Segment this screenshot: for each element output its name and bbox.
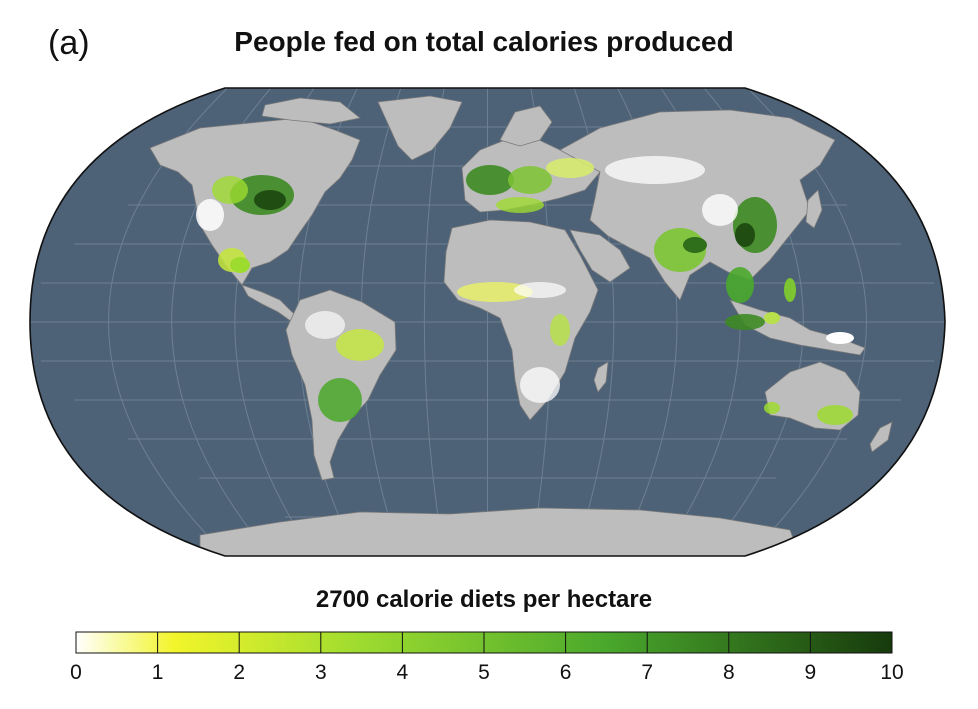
colorbar-tick-label: 4 <box>396 661 409 684</box>
arabia <box>569 229 631 283</box>
africa <box>443 219 599 421</box>
new-zealand <box>869 421 893 453</box>
colorbar-tick-label: 8 <box>722 661 735 684</box>
colorbar-tick-label: 2 <box>233 661 246 684</box>
colorbar-tick-label: 9 <box>804 661 817 684</box>
madagascar <box>593 361 609 393</box>
scandinavia <box>499 105 553 147</box>
legend-title: 2700 calorie diets per hectare <box>315 586 653 613</box>
colorbar-tick-label: 10 <box>880 661 904 684</box>
colorbar-tick-label: 5 <box>478 661 490 684</box>
globe-border <box>29 87 946 557</box>
cropland-overlay <box>196 156 854 425</box>
antarctica <box>199 507 801 556</box>
colorbar-ticks <box>157 632 811 653</box>
arctic-islands <box>261 97 361 125</box>
colorbar-tick-label: 3 <box>314 661 327 684</box>
panel-label: (a) <box>48 24 90 62</box>
map-title: People fed on total calories produced <box>234 26 734 57</box>
colorbar-tick-label: 7 <box>641 661 654 684</box>
japan <box>805 189 823 229</box>
colorbar-tick-label: 6 <box>559 661 572 684</box>
greenland <box>377 95 463 161</box>
colorbar-tick-label: 0 <box>70 661 82 684</box>
meridian-line <box>423 88 445 556</box>
colorbar-tick-label: 1 <box>151 661 164 684</box>
